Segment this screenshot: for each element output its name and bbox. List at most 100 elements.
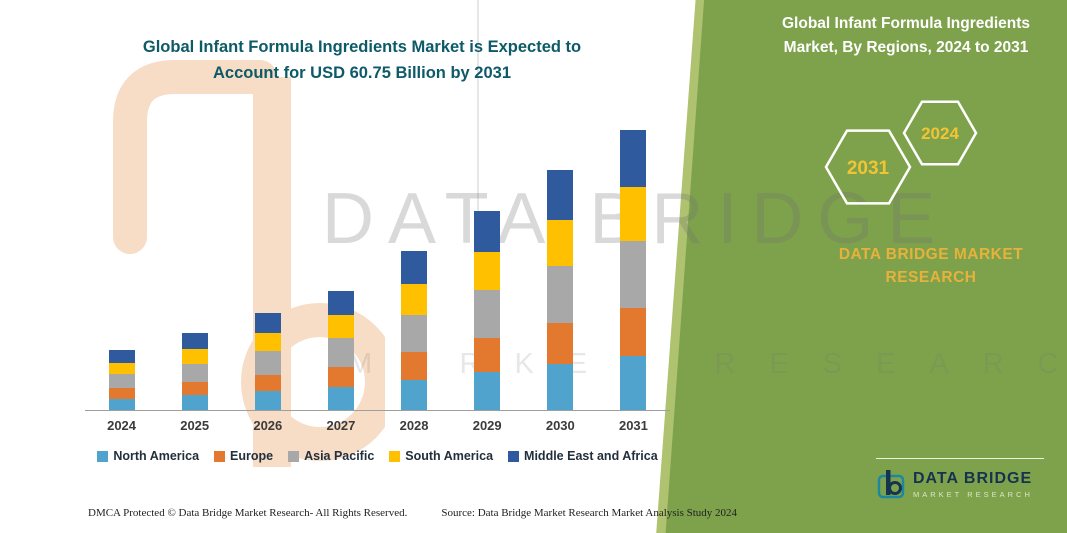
- legend-item: South America: [389, 449, 493, 463]
- x-axis-label: 2031: [618, 418, 648, 433]
- source-note: Source: Data Bridge Market Research Mark…: [441, 507, 738, 519]
- x-axis-label: 2026: [253, 418, 283, 433]
- stacked-bar: [474, 210, 501, 410]
- legend-label: North America: [113, 449, 200, 463]
- bar-column: [231, 312, 304, 410]
- watermark-divider-line: [477, 0, 479, 295]
- bar-segment: [181, 333, 208, 350]
- bar-segment: [108, 362, 135, 375]
- bar-segment: [254, 312, 281, 333]
- bar-segment: [181, 349, 208, 364]
- company-logo-block: DATA BRIDGE MARKET RESEARCH: [876, 458, 1044, 500]
- bar-segment: [401, 284, 428, 315]
- bar-segment: [254, 332, 281, 352]
- legend-color-swatch: [288, 450, 300, 462]
- bar-column: [597, 129, 670, 410]
- bar-segment: [327, 386, 354, 410]
- bar-segment: [620, 187, 647, 241]
- bar-segment: [547, 219, 574, 266]
- stacked-bar: [254, 312, 281, 410]
- legend-color-swatch: [389, 450, 401, 462]
- plot-row: [85, 108, 670, 411]
- x-axis-label: 2027: [326, 418, 356, 433]
- bar-segment: [474, 371, 501, 410]
- stacked-bar: [401, 251, 428, 410]
- bar-segment: [474, 210, 501, 253]
- watermark-text-line2: MARKET RESEARCH: [348, 348, 1067, 380]
- bar-segment: [254, 391, 281, 410]
- bar-segment: [401, 352, 428, 380]
- legend-item: North America: [97, 449, 199, 463]
- stacked-bar: [181, 333, 208, 410]
- logo-divider-line: [876, 458, 1044, 459]
- x-axis-label: 2030: [545, 418, 575, 433]
- bar-segment: [108, 388, 135, 399]
- bar-segment: [401, 379, 428, 410]
- bar-segment: [108, 350, 135, 363]
- right-panel-title: Global Infant Formula Ingredients Market…: [781, 15, 1030, 57]
- x-axis-labels: 2024 2025 2026 2027 2028 2029 2030 2031: [85, 418, 670, 433]
- bar-segment: [327, 338, 354, 367]
- stacked-bar: [108, 350, 135, 410]
- data-bridge-logo-icon: [877, 470, 905, 499]
- bar-segment: [620, 307, 647, 356]
- dmca-notice: DMCA Protected © Data Bridge Market Rese…: [88, 507, 408, 519]
- bar-segment: [474, 252, 501, 291]
- footer: DMCA Protected © Data Bridge Market Rese…: [88, 507, 737, 519]
- hexagon-2024-icon: [902, 100, 978, 166]
- stacked-bar-chart: 2024 2025 2026 2027 2028 2029 2030 2031 North A…: [85, 108, 670, 463]
- bar-column: [304, 291, 377, 410]
- bar-segment: [108, 398, 135, 410]
- bar-column: [158, 333, 231, 410]
- bar-segment: [327, 291, 354, 316]
- x-axis-label: 2028: [399, 418, 429, 433]
- brand-line-1: DATA BRIDGE MARKET: [838, 246, 1024, 263]
- hexagon-year-2031: 2031: [847, 158, 890, 179]
- bar-segment: [254, 374, 281, 392]
- stacked-bar: [327, 291, 354, 410]
- x-axis-label: 2029: [472, 418, 502, 433]
- bar-segment: [620, 356, 647, 410]
- legend: North America Europe Asia Pacific South Ame…: [85, 449, 670, 463]
- bar-segment: [474, 290, 501, 338]
- bar-segment: [181, 363, 208, 382]
- x-axis-label: 2024: [107, 418, 137, 433]
- bar-segment: [547, 170, 574, 220]
- bar-segment: [401, 251, 428, 285]
- x-axis-label: 2025: [180, 418, 210, 433]
- logo-subtitle: MARKET RESEARCH: [913, 489, 1033, 499]
- bar-segment: [327, 366, 354, 387]
- legend-label: Europe: [230, 449, 274, 463]
- bar-segment: [327, 315, 354, 339]
- chart-title: Global Infant Formula Ingredients Market…: [142, 38, 582, 83]
- bar-segment: [620, 241, 647, 308]
- bar-segment: [254, 351, 281, 375]
- legend-label: Asia Pacific: [304, 449, 375, 463]
- bar-segment: [401, 314, 428, 353]
- bar-column: [524, 170, 597, 410]
- brand-wordmark: DATA BRIDGE MARKET RESEARCH: [795, 243, 1067, 290]
- legend-color-swatch: [508, 450, 520, 462]
- legend-item: Middle East and Africa: [508, 449, 658, 463]
- bar-segment: [547, 265, 574, 323]
- bar-segment: [181, 381, 208, 396]
- bar-column: [451, 210, 524, 410]
- legend-color-swatch: [214, 450, 226, 462]
- hexagon-2031-icon: [824, 129, 912, 205]
- legend-color-swatch: [97, 450, 109, 462]
- bar-segment: [547, 363, 574, 410]
- brand-line-2: RESEARCH: [885, 269, 977, 287]
- bar-segment: [181, 395, 208, 410]
- stacked-bar: [547, 170, 574, 410]
- green-side-panel: [665, 0, 1067, 533]
- hexagon-year-2024: 2024: [921, 124, 959, 143]
- legend-label: Middle East and Africa: [524, 449, 658, 463]
- stacked-bar: [620, 129, 647, 410]
- bar-segment: [474, 337, 501, 372]
- logo-wordmark: DATA BRIDGE: [913, 469, 1033, 487]
- bar-segment: [108, 374, 135, 389]
- legend-label: South America: [405, 449, 494, 463]
- bar-column: [378, 251, 451, 410]
- legend-item: Asia Pacific: [288, 449, 374, 463]
